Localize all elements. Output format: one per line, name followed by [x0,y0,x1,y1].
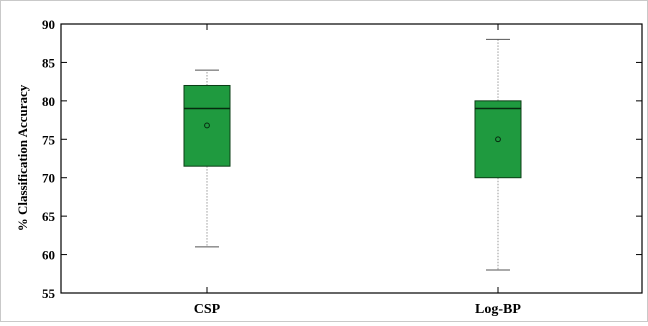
boxes-group [183,38,522,271]
mean-marker [495,136,501,143]
y-tick-label: 80 [42,94,55,109]
y-tick-label: 65 [42,209,56,224]
y-tick-label: 90 [42,17,55,32]
iqr-box [474,100,522,179]
x-tick-label: CSP [194,302,221,317]
y-tick-label: 85 [42,55,56,70]
box-plot-chart: 55 60 65 70 75 80 85 90 CSP Log-BP % Classificat… [15,17,643,317]
y-axis-label: % Classification Accuracy [15,84,30,231]
box-log-bp [474,38,522,271]
y-tick-label: 60 [42,248,55,263]
iqr-box [183,84,231,167]
y-tick-label: 55 [42,286,56,301]
plot-area [60,23,643,294]
y-axis: 55 60 65 70 75 80 85 90 [42,17,642,301]
y-tick-label: 75 [42,132,56,147]
y-tick-label: 70 [42,171,55,186]
x-tick-label: Log-BP [475,302,521,317]
x-axis: CSP Log-BP [194,24,521,317]
box-csp [183,69,231,248]
mean-marker [204,122,210,129]
